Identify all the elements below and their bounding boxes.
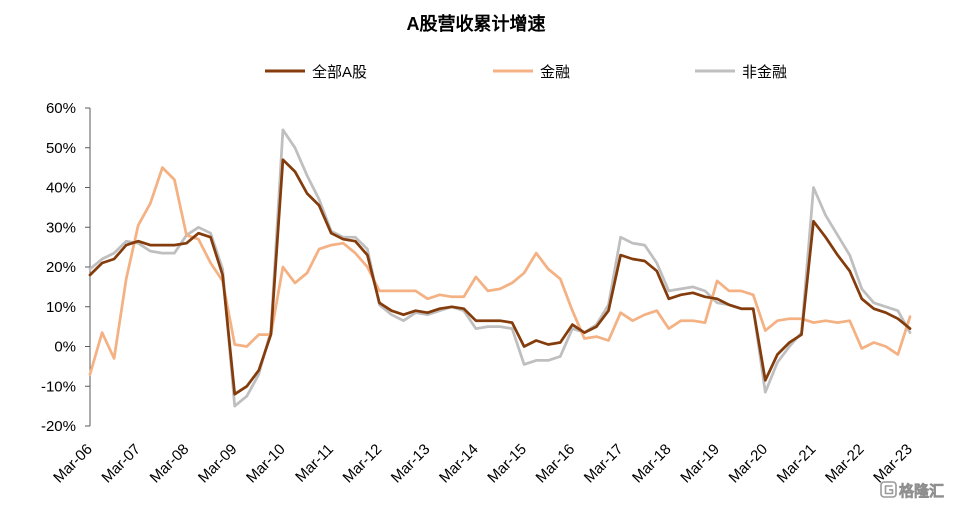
- y-tick-label: 10%: [46, 299, 76, 316]
- y-axis: 60% 50% 40% 30% 20% 10% 0% -10% -20%: [41, 100, 91, 435]
- legend-label-all-a-shares: 全部A股: [312, 63, 367, 81]
- y-tick-label: -20%: [41, 418, 76, 435]
- y-tick-label: 50%: [46, 140, 76, 157]
- legend-item-all-a-shares: 全部A股: [265, 63, 367, 81]
- plot-lines: [88, 128, 912, 408]
- y-tick-label: -10%: [41, 378, 76, 395]
- y-tick-label: 30%: [46, 219, 76, 236]
- watermark: 格隆汇: [880, 481, 944, 500]
- glh-logo-icon: [880, 481, 897, 498]
- legend-label-financial: 金融: [540, 64, 570, 81]
- y-tick-label: 0%: [54, 339, 76, 356]
- legend-label-non-financial: 非金融: [742, 64, 787, 81]
- y-tick-label: 40%: [46, 180, 76, 197]
- series-line-all-a-shares: [88, 158, 912, 396]
- y-tick-label: 20%: [46, 259, 76, 276]
- watermark-text: 格隆汇: [899, 482, 944, 500]
- y-tick-label: 60%: [46, 100, 76, 117]
- chart-title: A股营收累计增速: [407, 13, 546, 34]
- legend: 全部A股 金融 非金融: [265, 63, 787, 81]
- legend-item-non-financial: 非金融: [695, 64, 787, 81]
- legend-item-financial: 金融: [493, 64, 570, 81]
